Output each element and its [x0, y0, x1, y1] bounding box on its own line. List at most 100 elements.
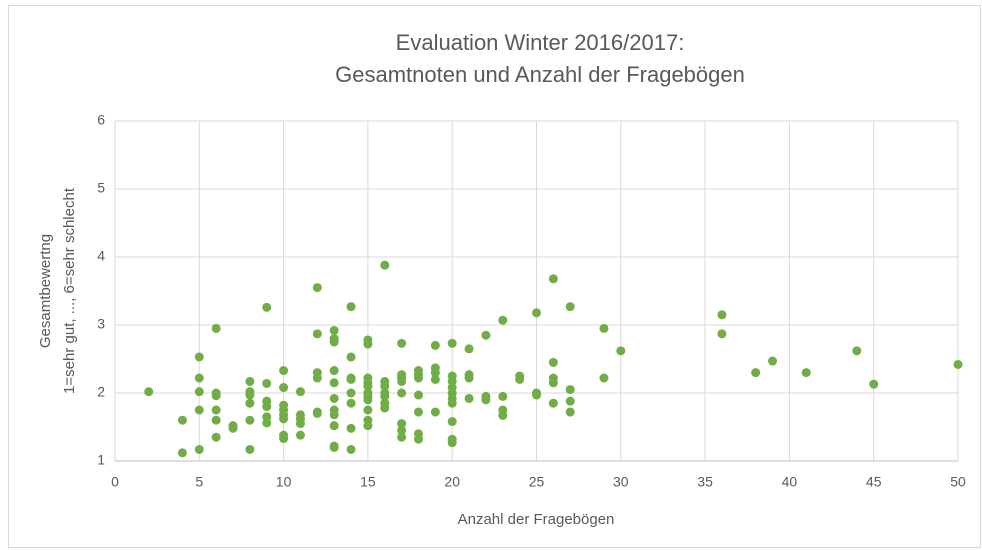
point	[363, 395, 373, 405]
x-tick-label: 10	[276, 474, 292, 490]
point	[413, 390, 423, 400]
point	[211, 391, 221, 401]
point	[329, 325, 339, 335]
point	[430, 374, 440, 384]
point	[312, 373, 322, 383]
point	[295, 419, 305, 429]
x-axis-label: Anzahl der Fragebögen	[458, 511, 615, 528]
point	[616, 346, 626, 356]
y-tick-label: 3	[97, 316, 105, 332]
point	[565, 407, 575, 417]
point	[801, 368, 811, 378]
point	[312, 329, 322, 339]
y-axis-label: Gesamtbewertng	[37, 234, 54, 348]
point	[953, 359, 963, 369]
point	[363, 339, 373, 349]
point	[279, 414, 289, 424]
point	[430, 407, 440, 417]
point	[245, 415, 255, 425]
point	[262, 418, 272, 428]
point	[194, 405, 204, 415]
point	[397, 432, 407, 442]
point	[548, 357, 558, 367]
point	[262, 302, 272, 312]
point	[346, 398, 356, 408]
point	[413, 434, 423, 444]
point	[346, 444, 356, 454]
y-tick-label: 6	[97, 112, 105, 128]
point	[565, 385, 575, 395]
point	[464, 393, 474, 403]
point	[144, 387, 154, 397]
y-axis-label: 1=sehr gut, ..., 6=sehr schlecht	[61, 187, 78, 394]
point	[295, 430, 305, 440]
point	[177, 415, 187, 425]
point	[211, 415, 221, 425]
point	[447, 338, 457, 348]
x-tick-label: 15	[360, 474, 376, 490]
x-tick-label: 30	[613, 474, 629, 490]
x-tick-label: 40	[782, 474, 798, 490]
point	[397, 376, 407, 386]
point	[397, 425, 407, 435]
point	[346, 388, 356, 398]
point	[363, 381, 373, 391]
point	[312, 408, 322, 418]
y-tick-label: 1	[97, 452, 105, 468]
point	[397, 338, 407, 348]
point	[346, 374, 356, 384]
point	[194, 352, 204, 362]
y-tick-label: 4	[97, 248, 105, 264]
point	[397, 388, 407, 398]
point	[211, 323, 221, 333]
point	[717, 310, 727, 320]
point	[464, 373, 474, 383]
point	[852, 346, 862, 356]
point	[430, 368, 440, 378]
point	[413, 373, 423, 383]
x-tick-label: 5	[195, 474, 203, 490]
point	[599, 323, 609, 333]
point	[262, 402, 272, 412]
point	[211, 432, 221, 442]
point	[464, 344, 474, 354]
point	[194, 373, 204, 383]
point	[363, 405, 373, 415]
point	[599, 373, 609, 383]
point	[329, 410, 339, 420]
x-tick-label: 50	[950, 474, 966, 490]
point	[869, 379, 879, 389]
chart-title: Evaluation Winter 2016/2017:	[396, 30, 685, 55]
x-tick-label: 0	[111, 474, 119, 490]
point	[346, 302, 356, 312]
point	[447, 417, 457, 427]
point	[295, 387, 305, 397]
point	[548, 274, 558, 284]
point	[447, 438, 457, 448]
point	[346, 352, 356, 362]
point	[228, 423, 238, 433]
point	[768, 356, 778, 366]
point	[481, 395, 491, 405]
point	[245, 398, 255, 408]
point	[565, 302, 575, 312]
point	[329, 393, 339, 403]
point	[532, 308, 541, 318]
point	[194, 444, 204, 454]
point	[532, 390, 541, 400]
chart-title: Gesamtnoten und Anzahl der Fragebögen	[335, 62, 745, 87]
point	[751, 368, 761, 378]
point	[329, 378, 339, 388]
point	[245, 390, 255, 400]
point	[498, 410, 508, 420]
point	[329, 337, 339, 347]
x-tick-label: 35	[697, 474, 713, 490]
point	[548, 398, 558, 408]
x-tick-label: 20	[444, 474, 460, 490]
point	[363, 421, 373, 431]
point	[194, 387, 204, 397]
x-tick-label: 45	[866, 474, 882, 490]
point	[447, 398, 457, 408]
point	[279, 383, 289, 393]
